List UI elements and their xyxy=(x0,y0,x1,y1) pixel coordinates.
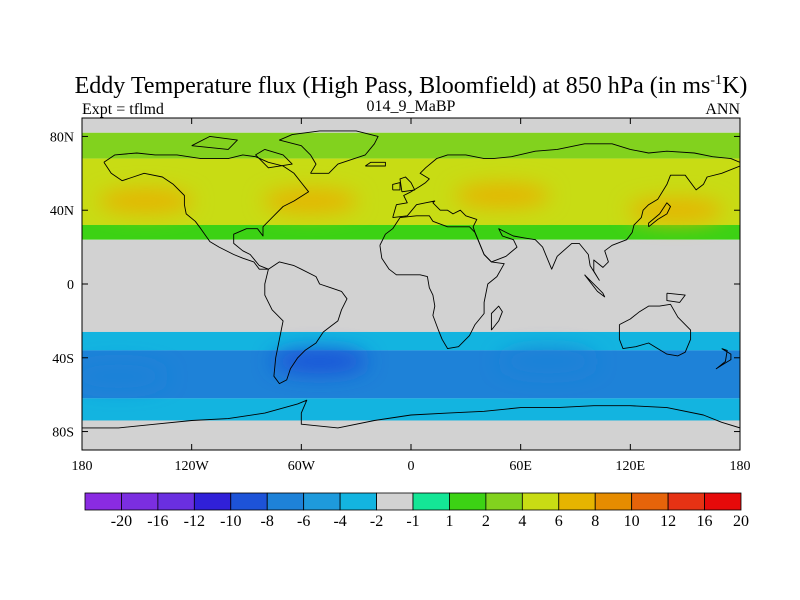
field-band-4 xyxy=(82,239,740,332)
coastline-7 xyxy=(278,130,379,174)
colorbar-box-9 xyxy=(412,492,450,511)
field-maxima xyxy=(82,183,725,389)
x-tick-label-3: 0 xyxy=(408,459,415,474)
colorbar-label-0: -20 xyxy=(111,513,132,530)
field-max-6 xyxy=(271,349,368,374)
colorbar-label-9: 1 xyxy=(445,513,453,530)
field-band-6 xyxy=(82,350,740,399)
coastline-14 xyxy=(715,348,732,370)
colorbar-box-11 xyxy=(485,492,523,511)
coastline-4 xyxy=(490,305,503,331)
coastline-16 xyxy=(191,135,238,150)
colorbar-box-1 xyxy=(121,492,159,511)
x-tick-label-0: 180 xyxy=(72,459,93,474)
coastline-9 xyxy=(648,202,671,228)
coastline-3 xyxy=(379,215,505,350)
colorbar-label-12: 6 xyxy=(555,513,563,530)
colorbar-box-2 xyxy=(157,492,195,511)
coastline-0 xyxy=(103,152,310,270)
coastline-6 xyxy=(82,399,740,429)
colorbar-box-15 xyxy=(631,492,669,511)
colorbar-box-16 xyxy=(667,492,705,511)
coastline-5 xyxy=(618,303,692,357)
colorbar-box-0 xyxy=(84,492,122,511)
colorbar-box-5 xyxy=(266,492,305,511)
colorbar-box-7 xyxy=(339,492,377,511)
field-band-5 xyxy=(82,331,740,351)
colorbar-label-3: -10 xyxy=(220,513,241,530)
y-tick-label-3: 40S xyxy=(52,352,74,367)
colorbar-label-8: -1 xyxy=(406,513,419,530)
experiment-label: Expt = tflmd xyxy=(82,101,164,118)
y-tick-label-0: 80N xyxy=(50,130,74,145)
y-tick-label-1: 40N xyxy=(50,204,74,219)
colorbar-box-12 xyxy=(521,492,560,511)
field-band-0 xyxy=(82,118,740,133)
coastline-13 xyxy=(584,274,606,298)
colorbar-label-4: -8 xyxy=(261,513,274,530)
field-max-0 xyxy=(262,189,359,213)
x-tick-label-5: 120E xyxy=(616,459,646,474)
coastline-12 xyxy=(666,292,686,303)
colorbar-label-13: 8 xyxy=(591,513,599,530)
field-band-7 xyxy=(82,398,740,421)
colorbar-box-10 xyxy=(449,492,487,511)
season-label: ANN xyxy=(705,101,740,118)
colorbar-label-2: -12 xyxy=(184,513,205,530)
coastline-11 xyxy=(365,161,386,167)
field-max-1 xyxy=(454,183,551,208)
run-label: 014_9_MaBP xyxy=(367,98,456,115)
colorbar-box-6 xyxy=(303,492,341,511)
colorbar-label-17: 20 xyxy=(733,513,749,530)
x-tick-label-4: 60E xyxy=(509,459,532,474)
colorbar-label-6: -4 xyxy=(333,513,346,530)
colorbar: -20 -16 -12 -10 -8 -6 -4 -2 -1 1 2 4 6 8 10 12 16 20 xyxy=(84,492,749,530)
field-max-2 xyxy=(628,198,725,223)
colorbar-label-14: 10 xyxy=(624,513,640,530)
colorbar-label-11: 4 xyxy=(518,513,526,530)
colorbar-box-14 xyxy=(594,492,633,511)
colorbar-label-16: 16 xyxy=(697,513,713,530)
coastline-10 xyxy=(392,182,401,191)
x-tick-label-2: 60W xyxy=(288,459,316,474)
field-band-3 xyxy=(82,224,740,240)
chart-title: Eddy Temperature flux (High Pass, Bloomf… xyxy=(75,73,748,99)
colorbar-label-10: 2 xyxy=(482,513,490,530)
y-tick-label-2: 0 xyxy=(67,278,74,293)
x-tick-label-6: 180 xyxy=(730,459,751,474)
x-tick-label-1: 120W xyxy=(175,459,210,474)
coastline-8 xyxy=(399,176,416,193)
x-axis: 180 120W 60W 0 60E 120E 180 xyxy=(72,118,751,474)
flux-field xyxy=(82,118,740,450)
coastline-15 xyxy=(255,148,293,169)
field-max-3 xyxy=(97,189,194,213)
colorbar-box-3 xyxy=(193,492,232,511)
coastline-1 xyxy=(264,261,348,385)
colorbar-box-13 xyxy=(558,492,596,511)
field-max-5 xyxy=(82,364,167,389)
y-axis: 80N 40N 0 40S 80S xyxy=(50,130,740,441)
colorbar-label-1: -16 xyxy=(147,513,168,530)
colorbar-box-4 xyxy=(230,492,268,511)
colorbar-label-5: -6 xyxy=(297,513,310,530)
y-tick-label-4: 80S xyxy=(52,426,74,441)
field-band-1 xyxy=(82,132,740,159)
coastlines xyxy=(82,130,740,429)
colorbar-box-17 xyxy=(704,492,742,511)
field-max-4 xyxy=(500,349,597,374)
colorbar-box-8 xyxy=(376,492,414,511)
colorbar-label-15: 12 xyxy=(660,513,676,530)
colorbar-label-7: -2 xyxy=(370,513,383,530)
